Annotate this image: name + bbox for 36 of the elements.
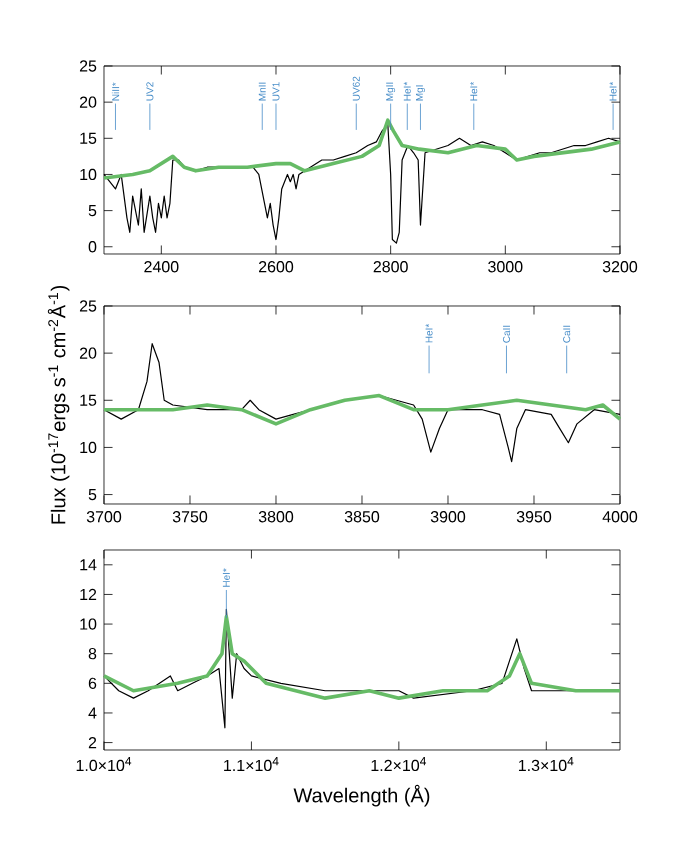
x-tick-label: 3700 [86, 511, 122, 523]
x-tick-label: 1.2×10$^{4}$ [371, 757, 427, 772]
x-tick-label: 4000 [602, 511, 638, 523]
y-tick-label: 6 [88, 677, 97, 689]
x-tick-label: 1.1×10$^{4}$ [224, 757, 279, 772]
x-tick-label: 1.3×10$^{4}$ [518, 757, 574, 772]
y-tick-label: 5 [88, 205, 97, 217]
y-tick-label: 0 [88, 241, 97, 253]
x-tick-label: 1.0×10$^{4}$ [76, 757, 132, 772]
y-tick-label: 5 [88, 488, 97, 501]
y-tick-label: 15 [80, 394, 97, 406]
y-tick-label: 12 [80, 588, 97, 601]
x-tick-label: 2600 [259, 261, 294, 273]
y-tick-label: 25 [79, 60, 97, 72]
x-tick-label: 3200 [602, 261, 638, 273]
x-axis-title: Wavelength (Å) [293, 784, 430, 807]
y-tick-label: 15 [80, 132, 97, 144]
y-tick-label: 4 [88, 707, 97, 719]
text: Flux (10$^{-17}$ergs s$^{-1}$ cm$^{-2}$Å$^{-1}$) [47, 285, 70, 524]
y-tick-label: 10 [80, 618, 97, 630]
x-tick-label: 3800 [258, 511, 294, 523]
y-tick-label: 20 [79, 96, 97, 108]
x-tick-label: 3750 [172, 511, 208, 523]
y-tick-label: 20 [79, 347, 97, 359]
x-tick-label: 2400 [144, 261, 179, 273]
x-tick-label: 2800 [373, 261, 408, 273]
y-tick-label: 8 [88, 648, 97, 660]
y-tick-label: 10 [80, 168, 97, 181]
y-tick-label: 25 [79, 300, 97, 312]
x-tick-label: 3950 [516, 511, 552, 523]
x-tick-label: 3850 [344, 511, 380, 523]
x-tick-label: 3900 [430, 511, 466, 523]
x-tick-label: 3000 [488, 261, 523, 273]
y-tick-label: 2 [88, 737, 97, 749]
y-tick-label: 14 [80, 559, 97, 571]
y-tick-label: 10 [80, 441, 97, 454]
